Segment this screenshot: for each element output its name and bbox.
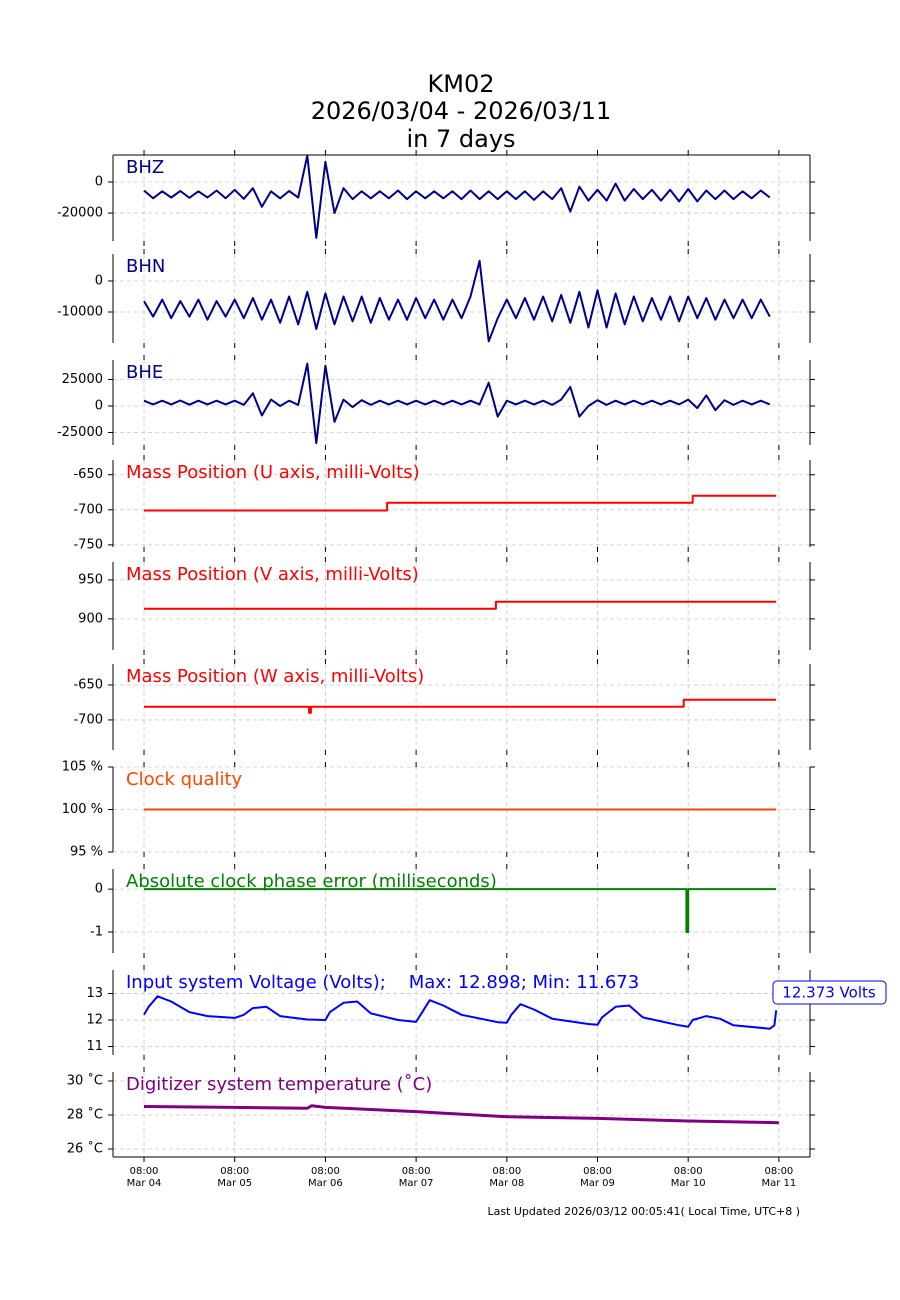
plot-area <box>144 600 777 610</box>
plot-area <box>143 155 771 239</box>
y-tick-label: 0 <box>95 398 103 413</box>
panel-title: Digitizer system temperature (˚C) <box>126 1074 432 1095</box>
panel: 30 ˚C 28 ˚C 26 ˚C 08:00 Mar 04 08:00 Mar 05 08:… <box>67 1067 815 1189</box>
annotation: 12.373 Volts <box>782 984 876 1002</box>
title-line: in 7 days <box>406 125 515 153</box>
y-tick-label: -1 <box>90 925 103 940</box>
x-tick-label: 08:00 Mar 07 <box>399 1166 434 1189</box>
y-tick-label: 100 % <box>62 802 103 817</box>
x-tick-label: 08:00 Mar 05 <box>217 1166 252 1189</box>
title-line: 2026/03/04 - 2026/03/11 <box>311 97 612 125</box>
y-tick-label: -650 <box>73 677 103 692</box>
y-tick-label: 28 ˚C <box>67 1107 103 1123</box>
y-tick-label: 26 ˚C <box>67 1141 103 1157</box>
y-tick-label: 950 <box>78 572 103 587</box>
panel: 105 % 100 % 95 % Clock quality <box>62 760 815 860</box>
plot-area <box>144 494 777 512</box>
panel-title: Clock quality <box>126 769 243 790</box>
y-tick-label: -750 <box>73 537 103 552</box>
y-tick-label: 0 <box>95 273 103 288</box>
footer: Last Updated 2026/03/12 00:05:41( Local … <box>487 1205 800 1218</box>
y-tick-label: 95 % <box>70 845 103 860</box>
series-line <box>143 259 771 343</box>
x-tick-label: 08:00 Mar 04 <box>127 1166 162 1189</box>
y-tick-label: 30 ˚C <box>67 1073 103 1089</box>
y-tick-label: 12 <box>86 1013 103 1028</box>
plot-area <box>144 698 777 714</box>
y-tick-label: -20000 <box>57 206 103 221</box>
panel: 950 900 Mass Position (V axis, milli-Volts… <box>78 557 815 655</box>
panel: 0 -10000 BHN <box>57 249 815 348</box>
panel: 25000 0 -25000 BHE <box>57 355 815 450</box>
y-tick-label: 0 <box>95 882 103 897</box>
series-line <box>143 1104 779 1125</box>
series-line <box>143 362 771 445</box>
panel: -650 -700 -750 Mass Position (U axis, milli… <box>73 455 815 552</box>
panel-title: Mass Position (W axis, milli-Volts) <box>126 666 424 687</box>
plot-area <box>143 259 771 343</box>
x-tick-label: 08:00 Mar 10 <box>671 1166 706 1189</box>
title-line: KM02 <box>428 70 495 98</box>
x-tick-label: 08:00 Mar 08 <box>489 1166 524 1189</box>
y-tick-label: -700 <box>73 712 103 727</box>
y-tick-label: -10000 <box>57 304 103 319</box>
series-line <box>144 698 777 714</box>
plot-area <box>144 888 777 933</box>
x-tick-label: 08:00 Mar 06 <box>308 1166 343 1189</box>
y-tick-label: 13 <box>86 986 103 1001</box>
panel-title: BHE <box>126 362 163 383</box>
y-tick-label: 0 <box>95 175 103 190</box>
y-tick-label: -25000 <box>57 425 103 440</box>
panel: -650 -700 Mass Position (W axis, milli-Vol… <box>73 659 815 755</box>
panel-title: Absolute clock phase error (milliseconds… <box>126 871 497 892</box>
panel-title: Input system Voltage (Volts); Max: 12.89… <box>126 972 639 993</box>
plot-area <box>143 362 771 445</box>
y-tick-label: 900 <box>78 611 103 626</box>
y-tick-label: 11 <box>86 1039 103 1054</box>
panel-title: BHN <box>126 256 165 277</box>
series-line <box>144 600 777 610</box>
x-tick-label: 08:00 Mar 09 <box>580 1166 615 1189</box>
plot-area <box>143 995 778 1030</box>
y-tick-label: -700 <box>73 502 103 517</box>
panel-title: Mass Position (V axis, milli-Volts) <box>126 564 419 585</box>
annotation-box <box>772 980 887 1005</box>
series-line <box>144 888 777 933</box>
panel-title: Mass Position (U axis, milli-Volts) <box>126 462 420 483</box>
y-tick-label: -650 <box>73 467 103 482</box>
y-tick-label: 25000 <box>62 372 103 387</box>
series-line <box>144 494 777 512</box>
x-tick-label: 08:00 Mar 11 <box>762 1166 797 1189</box>
panel: 0 -1 Absolute clock phase error (milliseco… <box>90 864 815 958</box>
series-line <box>143 995 778 1030</box>
plot-area <box>143 1104 779 1125</box>
panel-title: BHZ <box>126 157 164 178</box>
y-tick-label: 105 % <box>62 760 103 775</box>
series-line <box>143 155 771 239</box>
panel: 13 12 11 Input system Voltage (Volts); Max:… <box>86 965 887 1060</box>
panel: 0 -20000 BHZ <box>57 150 815 246</box>
